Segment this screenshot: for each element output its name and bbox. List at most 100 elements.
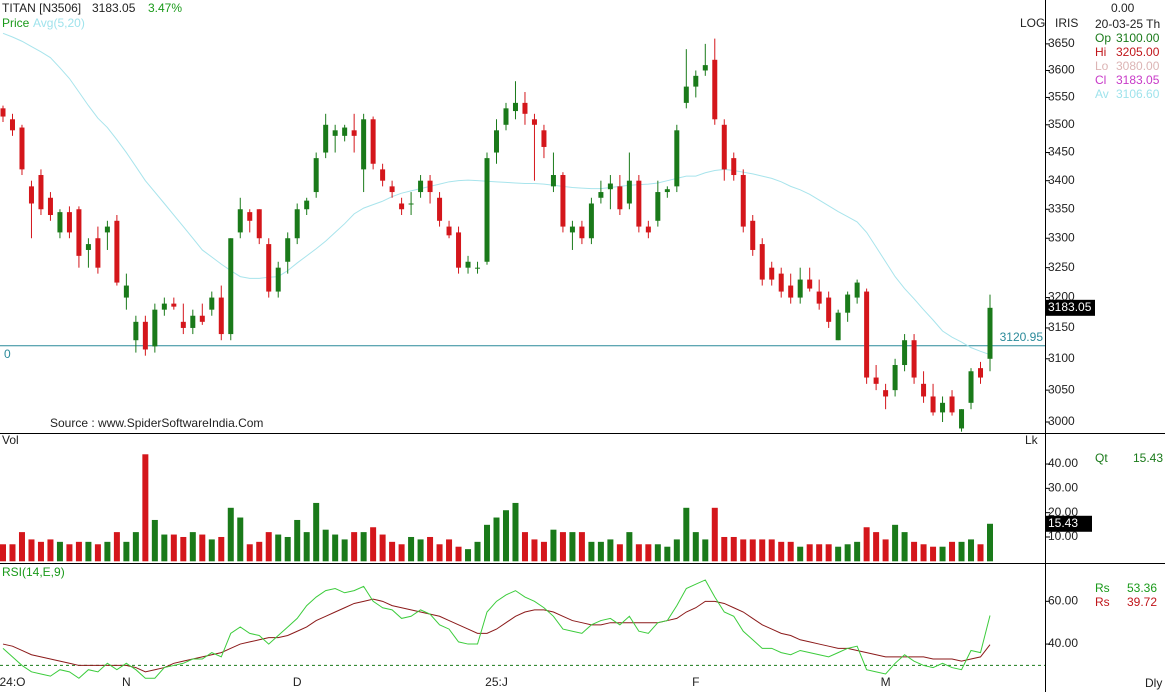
candle-body bbox=[940, 402, 946, 413]
candle-body bbox=[702, 65, 708, 71]
volume-bar bbox=[588, 541, 595, 562]
volume-bar bbox=[635, 544, 642, 562]
candle-body bbox=[28, 186, 34, 204]
volume-bar bbox=[987, 523, 993, 562]
candle-body bbox=[38, 175, 44, 210]
candle-body bbox=[171, 303, 177, 307]
candle-body bbox=[797, 279, 803, 298]
candle-body bbox=[816, 291, 822, 304]
candle-body bbox=[978, 368, 984, 378]
candle-body bbox=[47, 197, 53, 216]
volume-bar bbox=[597, 541, 604, 562]
candle-body bbox=[427, 180, 433, 193]
volume-bar bbox=[398, 544, 405, 562]
volume-bar bbox=[113, 532, 120, 562]
volume-bar bbox=[484, 524, 491, 562]
candle-body bbox=[304, 200, 310, 210]
candle-body bbox=[256, 209, 262, 239]
candle-body bbox=[399, 203, 405, 210]
reference-label: 3120.95 bbox=[1000, 330, 1044, 344]
candle-body bbox=[19, 127, 25, 170]
volume-bar bbox=[521, 532, 528, 562]
candle-body bbox=[930, 396, 936, 413]
volume-bar bbox=[142, 454, 149, 562]
average-line bbox=[2, 32, 991, 356]
indicator-label: IRIS bbox=[1055, 16, 1078, 30]
rsi-legend: Rs bbox=[1095, 595, 1110, 609]
info-value: 3205.00 bbox=[1116, 45, 1160, 59]
volume-bar bbox=[132, 532, 139, 562]
volume-bar bbox=[569, 532, 576, 562]
volume-bar bbox=[436, 544, 443, 562]
volume-bar bbox=[351, 532, 358, 562]
info-name: Op bbox=[1095, 31, 1111, 45]
volume-bar bbox=[322, 529, 329, 562]
candle-body bbox=[617, 186, 623, 210]
volume-bar bbox=[721, 536, 728, 562]
candle-body bbox=[750, 220, 756, 250]
volume-bar bbox=[559, 532, 566, 562]
volume-bar bbox=[237, 517, 244, 562]
candle-body bbox=[522, 102, 528, 114]
candle-body bbox=[959, 409, 965, 429]
candle-body bbox=[560, 175, 566, 227]
info-name: Hi bbox=[1095, 45, 1106, 59]
candle-body bbox=[408, 203, 414, 205]
rsi-line bbox=[2, 579, 991, 679]
info-value: 3183.05 bbox=[1116, 73, 1160, 87]
candle-body bbox=[266, 244, 272, 292]
volume-bar bbox=[75, 541, 82, 562]
volume-bar bbox=[47, 539, 54, 562]
candle-body bbox=[854, 282, 860, 298]
candle-body bbox=[607, 183, 613, 190]
volume-bar bbox=[246, 544, 253, 562]
last-price-box bbox=[1046, 299, 1095, 316]
volume-bar bbox=[465, 549, 472, 562]
y-tick-label: 20.00 bbox=[1048, 505, 1078, 519]
volume-bar bbox=[151, 519, 158, 562]
y-tick-label: 3050 bbox=[1048, 382, 1075, 396]
volume-bar bbox=[654, 544, 661, 562]
candle-body bbox=[180, 321, 186, 328]
candle-body bbox=[332, 130, 338, 136]
source: Source : www.SpiderSoftwareIndia.Com bbox=[50, 416, 263, 430]
chart-title: TITAN [N3506] bbox=[2, 1, 81, 15]
candle-body bbox=[380, 169, 386, 181]
y-tick-label: 40.00 bbox=[1048, 636, 1078, 650]
volume-bar bbox=[578, 532, 585, 562]
volume-bar bbox=[816, 544, 823, 562]
volume-bar bbox=[768, 539, 775, 562]
candle-body bbox=[769, 267, 775, 280]
info-value: 3106.60 bbox=[1116, 87, 1160, 101]
volume-bar bbox=[208, 539, 215, 562]
candle-body bbox=[759, 244, 765, 280]
candle-body bbox=[712, 59, 718, 120]
candle-body bbox=[864, 291, 870, 378]
period: Dly bbox=[1145, 676, 1162, 690]
volume-bar bbox=[626, 532, 633, 562]
volume-bar bbox=[227, 507, 234, 562]
volume-bar bbox=[37, 541, 44, 562]
candle-body bbox=[0, 108, 6, 117]
info-date: 20-03-25 Th bbox=[1095, 17, 1160, 31]
volume-bar bbox=[645, 544, 652, 562]
info-name: Lo bbox=[1095, 59, 1109, 73]
candle-body bbox=[693, 75, 699, 87]
volume-bar bbox=[759, 539, 766, 562]
candle-body bbox=[911, 340, 917, 378]
volume-bar bbox=[18, 532, 25, 562]
y-tick-label: 3000 bbox=[1048, 414, 1075, 428]
volume-bar bbox=[892, 524, 899, 562]
x-tick-label: M bbox=[881, 675, 891, 689]
candle-body bbox=[418, 180, 424, 193]
candle-body bbox=[57, 212, 63, 233]
volume-bar bbox=[911, 541, 918, 562]
candle-body bbox=[569, 226, 575, 233]
volume-bar bbox=[920, 544, 927, 562]
volume-bar bbox=[341, 539, 348, 562]
volume-title: Vol bbox=[2, 433, 19, 447]
candle-body bbox=[655, 192, 661, 221]
volume-bar bbox=[199, 534, 206, 562]
rsi-legend: Rs bbox=[1095, 581, 1110, 595]
candle-body bbox=[294, 209, 300, 239]
